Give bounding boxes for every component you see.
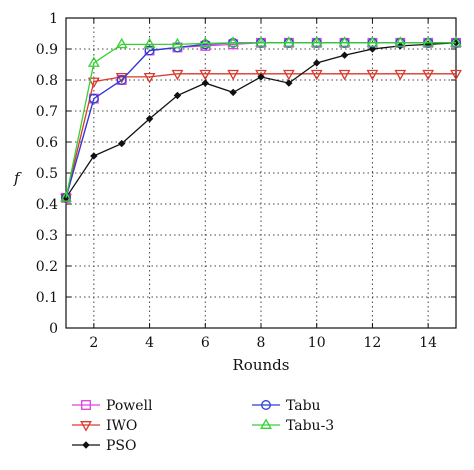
- data-point-pso: [229, 88, 237, 97]
- legend-label: Tabu-3: [286, 418, 334, 434]
- x-tick-label: 10: [308, 335, 326, 351]
- data-point-iwo: [366, 69, 379, 81]
- data-point-pso: [145, 115, 154, 123]
- series-group: [60, 36, 462, 205]
- legend-item-tabu-3: Tabu-3: [252, 418, 334, 434]
- data-point-tabu-3: [115, 37, 128, 49]
- data-point-tabu-3: [282, 36, 295, 47]
- data-point-pso: [257, 73, 265, 81]
- data-point-iwo: [227, 69, 240, 81]
- x-axis-label: Rounds: [233, 356, 290, 374]
- legend-label: IWO: [106, 418, 137, 434]
- data-point-tabu: [200, 39, 211, 50]
- legend-item-powell: Powell: [72, 398, 153, 414]
- x-tick-label: 8: [257, 335, 266, 351]
- legend-item-pso: PSO: [72, 438, 137, 454]
- data-point-pso: [285, 79, 293, 87]
- data-point-tabu-3: [394, 36, 407, 47]
- series-line-tabu-3: [65, 42, 456, 198]
- data-point-iwo: [422, 69, 435, 81]
- y-tick-label: 0.9: [36, 42, 58, 58]
- legend-label: PSO: [106, 438, 137, 454]
- data-point-tabu-3: [227, 36, 240, 47]
- data-point-iwo: [282, 69, 295, 81]
- series-line-tabu: [65, 42, 456, 198]
- series-line-pso: [65, 42, 457, 199]
- data-point-pso: [340, 51, 349, 59]
- legend-item-tabu: Tabu: [252, 398, 321, 414]
- x-tick-label: 12: [364, 335, 382, 351]
- axis-ticks: 2 4 6 8 10 12 14 0 0.1 0.2 0.3 0.4 0.5 0.6 0.7 0.8 0.9 1: [36, 11, 456, 351]
- data-point-pso: [90, 152, 98, 160]
- y-tick-label: 0: [49, 321, 58, 337]
- data-point-tabu-3: [310, 36, 323, 47]
- y-tick-label: 0.2: [36, 259, 58, 275]
- x-tick-label: 6: [201, 335, 210, 351]
- legend-swatch-marker: [81, 400, 91, 410]
- data-point-iwo: [450, 69, 462, 81]
- data-point-iwo: [87, 77, 100, 89]
- y-tick-label: 0.8: [36, 73, 58, 89]
- data-point-iwo: [310, 69, 323, 81]
- y-tick-label: 0.4: [36, 197, 58, 213]
- legend: Powell IWO PSO Tabu Tabu-3: [72, 398, 334, 454]
- data-point-iwo: [338, 69, 351, 81]
- data-point-iwo: [199, 69, 212, 81]
- y-tick-label: 0.6: [36, 135, 58, 151]
- data-point-iwo: [143, 72, 156, 84]
- x-tick-label: 14: [419, 335, 437, 351]
- data-point-tabu-3: [366, 36, 379, 47]
- data-point-tabu-3: [143, 37, 156, 49]
- data-point-pso: [313, 59, 321, 67]
- legend-swatch-marker: [261, 400, 271, 410]
- data-point-tabu-3: [199, 36, 212, 48]
- data-point-pso: [173, 91, 182, 100]
- legend-label: Tabu: [286, 398, 321, 414]
- y-tick-label: 1: [49, 11, 58, 27]
- data-point-iwo: [171, 69, 184, 81]
- legend-item-iwo: IWO: [72, 418, 137, 434]
- data-point-iwo: [394, 69, 407, 81]
- data-point-tabu-3: [422, 36, 435, 47]
- series-tabu-3: [60, 36, 462, 202]
- data-point-tabu-3: [171, 37, 184, 49]
- data-point-tabu-3: [255, 36, 267, 47]
- y-tick-label: 0.7: [36, 104, 58, 120]
- grid: [66, 18, 456, 328]
- data-point-tabu: [116, 75, 127, 85]
- series-line-powell: [65, 42, 456, 198]
- data-point-pso: [201, 79, 209, 87]
- y-tick-label: 0.1: [36, 290, 58, 306]
- y-tick-label: 0.3: [36, 228, 58, 244]
- legend-swatch-marker: [260, 418, 272, 429]
- data-point-tabu: [144, 45, 155, 56]
- data-point-tabu-3: [87, 56, 100, 67]
- data-point-tabu-3: [450, 36, 462, 47]
- legend-label: Powell: [106, 398, 153, 414]
- legend-swatch-marker: [80, 421, 92, 432]
- data-point-tabu-3: [338, 36, 351, 47]
- data-point-iwo: [255, 69, 267, 81]
- data-point-tabu: [88, 93, 99, 104]
- x-tick-label: 2: [89, 335, 98, 351]
- x-tick-label: 4: [145, 335, 154, 351]
- data-point-pso: [118, 139, 126, 148]
- y-tick-label: 0.5: [36, 166, 58, 182]
- y-axis-label: f: [13, 169, 22, 187]
- legend-swatch-marker: [82, 441, 90, 449]
- data-point-tabu-3: [60, 191, 72, 202]
